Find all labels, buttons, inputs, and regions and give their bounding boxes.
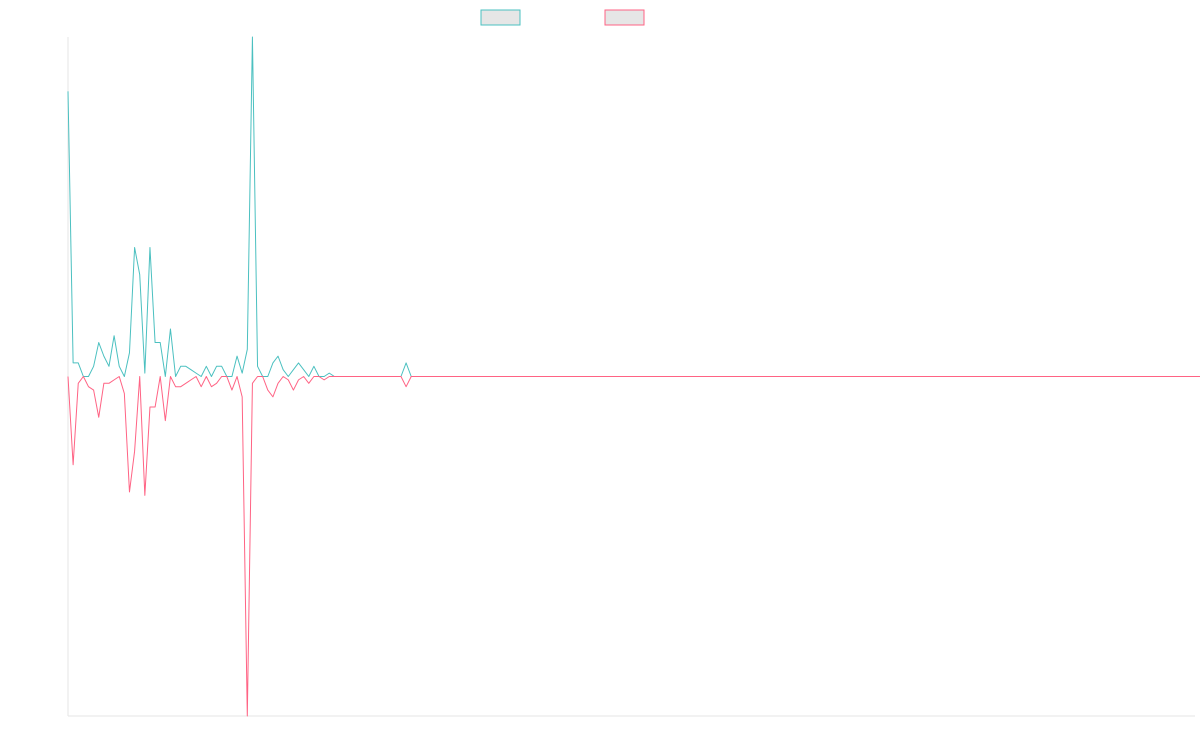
series-line-1 (67, 36, 1200, 377)
legend-swatch-1 (480, 9, 521, 26)
series-group (67, 36, 1200, 717)
series-line-2 (67, 376, 1200, 717)
legend-swatch-2 (604, 9, 645, 26)
legend (480, 9, 645, 26)
